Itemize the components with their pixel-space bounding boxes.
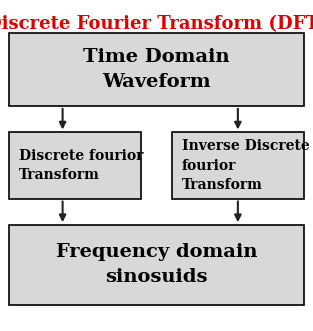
FancyBboxPatch shape [9, 132, 141, 199]
FancyBboxPatch shape [172, 132, 304, 199]
Text: Frequency domain
sinosuids: Frequency domain sinosuids [56, 243, 257, 286]
Text: Time Domain
Waveform: Time Domain Waveform [83, 48, 230, 91]
FancyBboxPatch shape [9, 33, 304, 106]
Text: Discrete fourior
Transform: Discrete fourior Transform [19, 149, 143, 182]
FancyBboxPatch shape [9, 225, 304, 305]
Text: Discrete Fourier Transform (DFT): Discrete Fourier Transform (DFT) [0, 15, 313, 33]
Text: Inverse Discrete
fourior
Transform: Inverse Discrete fourior Transform [182, 139, 309, 192]
